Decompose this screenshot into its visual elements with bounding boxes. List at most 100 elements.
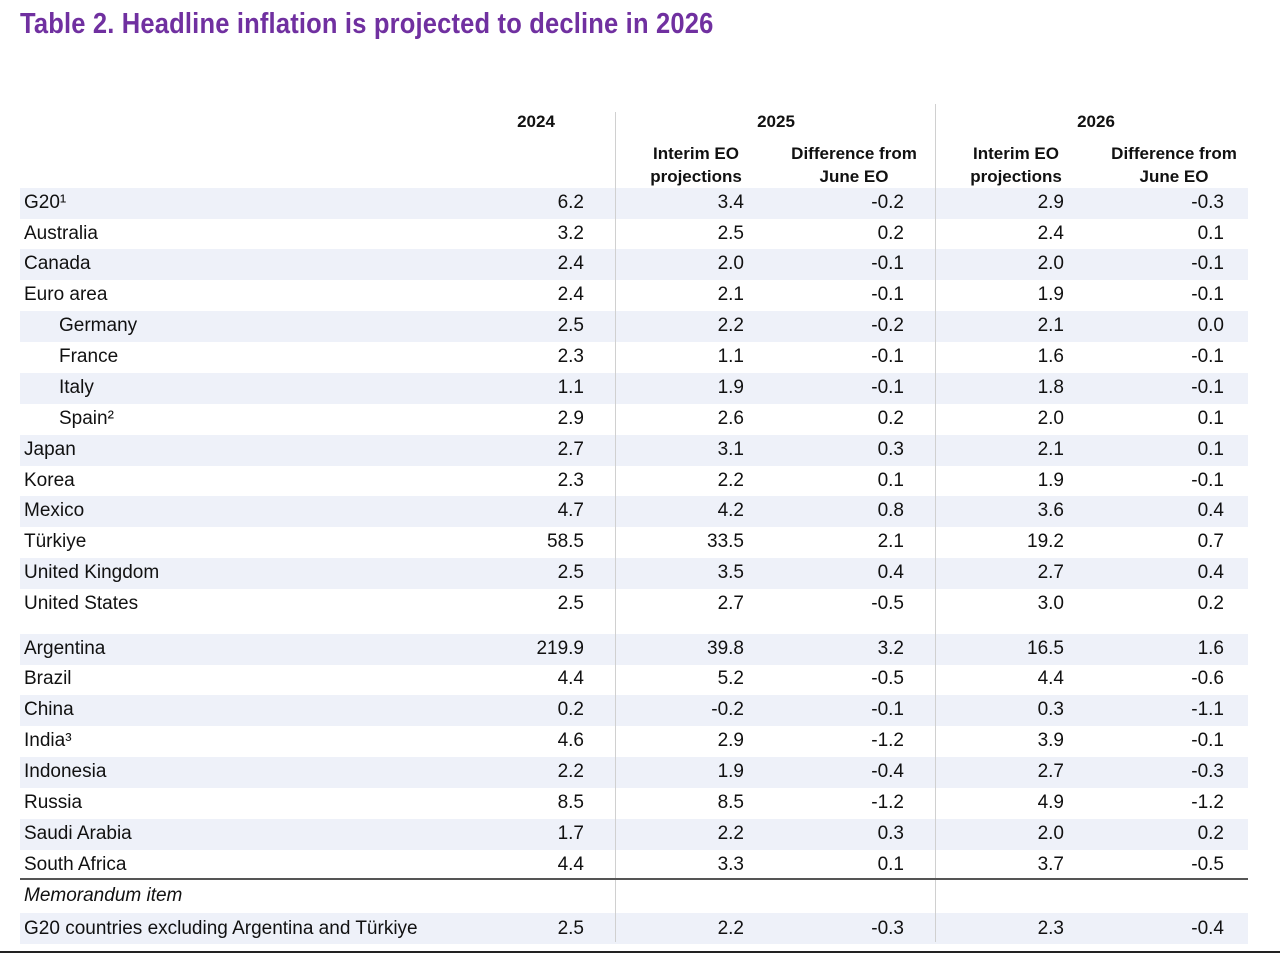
table-cell: 4.4	[557, 854, 584, 875]
table-cell: -0.1	[871, 699, 904, 720]
table-cell: 4.9	[1037, 792, 1064, 813]
table-cell: 6.2	[557, 192, 584, 213]
table-cell: 1.1	[557, 377, 584, 398]
table-cell: 0.2	[877, 223, 904, 244]
table-cell: -0.5	[871, 668, 904, 689]
row-band	[20, 435, 1248, 466]
table-cell: 2.5	[557, 562, 584, 583]
table-title: Table 2. Headline inflation is projected…	[20, 8, 714, 40]
table-cell: 1.7	[557, 823, 584, 844]
row-band	[20, 634, 1248, 665]
country-name: Brazil	[24, 668, 72, 689]
table-cell: 3.4	[717, 192, 744, 213]
table-cell: 2.7	[1037, 562, 1064, 583]
table-cell: 1.9	[717, 377, 744, 398]
country-name: Korea	[24, 470, 75, 491]
table-cell: 2.1	[877, 531, 904, 552]
country-name: Canada	[24, 253, 91, 274]
column-separator	[935, 104, 936, 942]
country-name: South Africa	[24, 854, 127, 875]
table-cell: -0.5	[871, 593, 904, 614]
country-name: Türkiye	[24, 531, 87, 552]
country-name: Euro area	[24, 284, 108, 305]
table-cell: 2.1	[1037, 315, 1064, 336]
country-name: Germany	[59, 315, 138, 336]
table-cell: 2.9	[717, 730, 744, 751]
table-cell: -0.1	[1191, 346, 1224, 367]
table-cell: 1.6	[1037, 346, 1064, 367]
country-name: Mexico	[24, 500, 85, 521]
table-cell: 3.2	[877, 638, 904, 659]
page-bottom-border	[0, 951, 1280, 953]
column-header: Interim EO projections	[970, 144, 1062, 186]
table-cell: 4.7	[557, 500, 584, 521]
table-cell: -0.2	[871, 192, 904, 213]
table-cell: 3.6	[1037, 500, 1064, 521]
table-cell: 0.4	[877, 562, 904, 583]
table-cell: 0.1	[877, 470, 904, 491]
table-cell: 2.4	[1037, 223, 1064, 244]
table-cell: 0.1	[1197, 439, 1224, 460]
column-header: 2025	[757, 112, 795, 131]
table-cell: -0.1	[871, 377, 904, 398]
table-cell: 4.6	[557, 730, 584, 751]
table-cell: 2.3	[557, 470, 584, 491]
table-cell: 1.6	[1197, 638, 1224, 659]
table-cell: 2.0	[717, 253, 744, 274]
table-cell: 2.9	[1037, 192, 1064, 213]
table-cell: 2.0	[1037, 253, 1064, 274]
table-cell: 2.5	[557, 315, 584, 336]
table-cell: 3.0	[1037, 593, 1064, 614]
table-cell: 5.2	[717, 668, 744, 689]
table-cell: 2.0	[1037, 823, 1064, 844]
table-cell: 2.2	[557, 761, 584, 782]
row-band	[20, 757, 1248, 788]
country-name: United Kingdom	[24, 562, 160, 583]
column-header: Difference from June EO	[1111, 144, 1237, 186]
table-cell: -1.2	[871, 792, 904, 813]
table-cell: 0.2	[557, 699, 584, 720]
table-cell: 2.7	[717, 593, 744, 614]
table-cell: 2.7	[557, 439, 584, 460]
table-cell: -0.1	[871, 253, 904, 274]
table-cell: 219.9	[536, 638, 584, 659]
row-band	[20, 913, 1248, 944]
table-cell: -0.3	[871, 918, 904, 939]
row-band	[20, 819, 1248, 850]
table-cell: 2.1	[1037, 439, 1064, 460]
column-header: Interim EO projections	[650, 144, 742, 186]
row-band	[20, 188, 1248, 219]
table-cell: -0.1	[1191, 253, 1224, 274]
row-band	[20, 249, 1248, 280]
table-cell: 2.3	[557, 346, 584, 367]
table-cell: 0.8	[877, 500, 904, 521]
country-name: Japan	[24, 439, 76, 460]
row-band	[20, 311, 1248, 342]
column-separator	[615, 112, 616, 942]
table-cell: 2.1	[717, 284, 744, 305]
table-cell: 2.2	[717, 315, 744, 336]
table-cell: -0.3	[1191, 761, 1224, 782]
table-cell: -0.4	[871, 761, 904, 782]
table-cell: 2.5	[557, 918, 584, 939]
table-cell: 0.7	[1197, 531, 1224, 552]
column-header: 2026	[1077, 112, 1115, 131]
table-cell: -0.1	[871, 346, 904, 367]
table-cell: 2.5	[557, 593, 584, 614]
country-name: China	[24, 699, 74, 720]
table-cell: 0.0	[1197, 315, 1224, 336]
country-name: United States	[24, 593, 139, 614]
table-cell: -1.2	[1191, 792, 1224, 813]
country-name: France	[59, 346, 119, 367]
table-cell: 0.3	[877, 439, 904, 460]
country-name: Indonesia	[24, 761, 107, 782]
table-cell: 0.1	[1197, 223, 1224, 244]
table-cell: 2.9	[557, 408, 584, 429]
table-cell: 3.5	[717, 562, 744, 583]
row-band	[20, 695, 1248, 726]
table-cell: 2.6	[717, 408, 744, 429]
table-cell: 2.4	[557, 284, 584, 305]
table-cell: 0.2	[877, 408, 904, 429]
country-name: Italy	[59, 377, 94, 398]
column-header: Difference from June EO	[791, 144, 917, 186]
